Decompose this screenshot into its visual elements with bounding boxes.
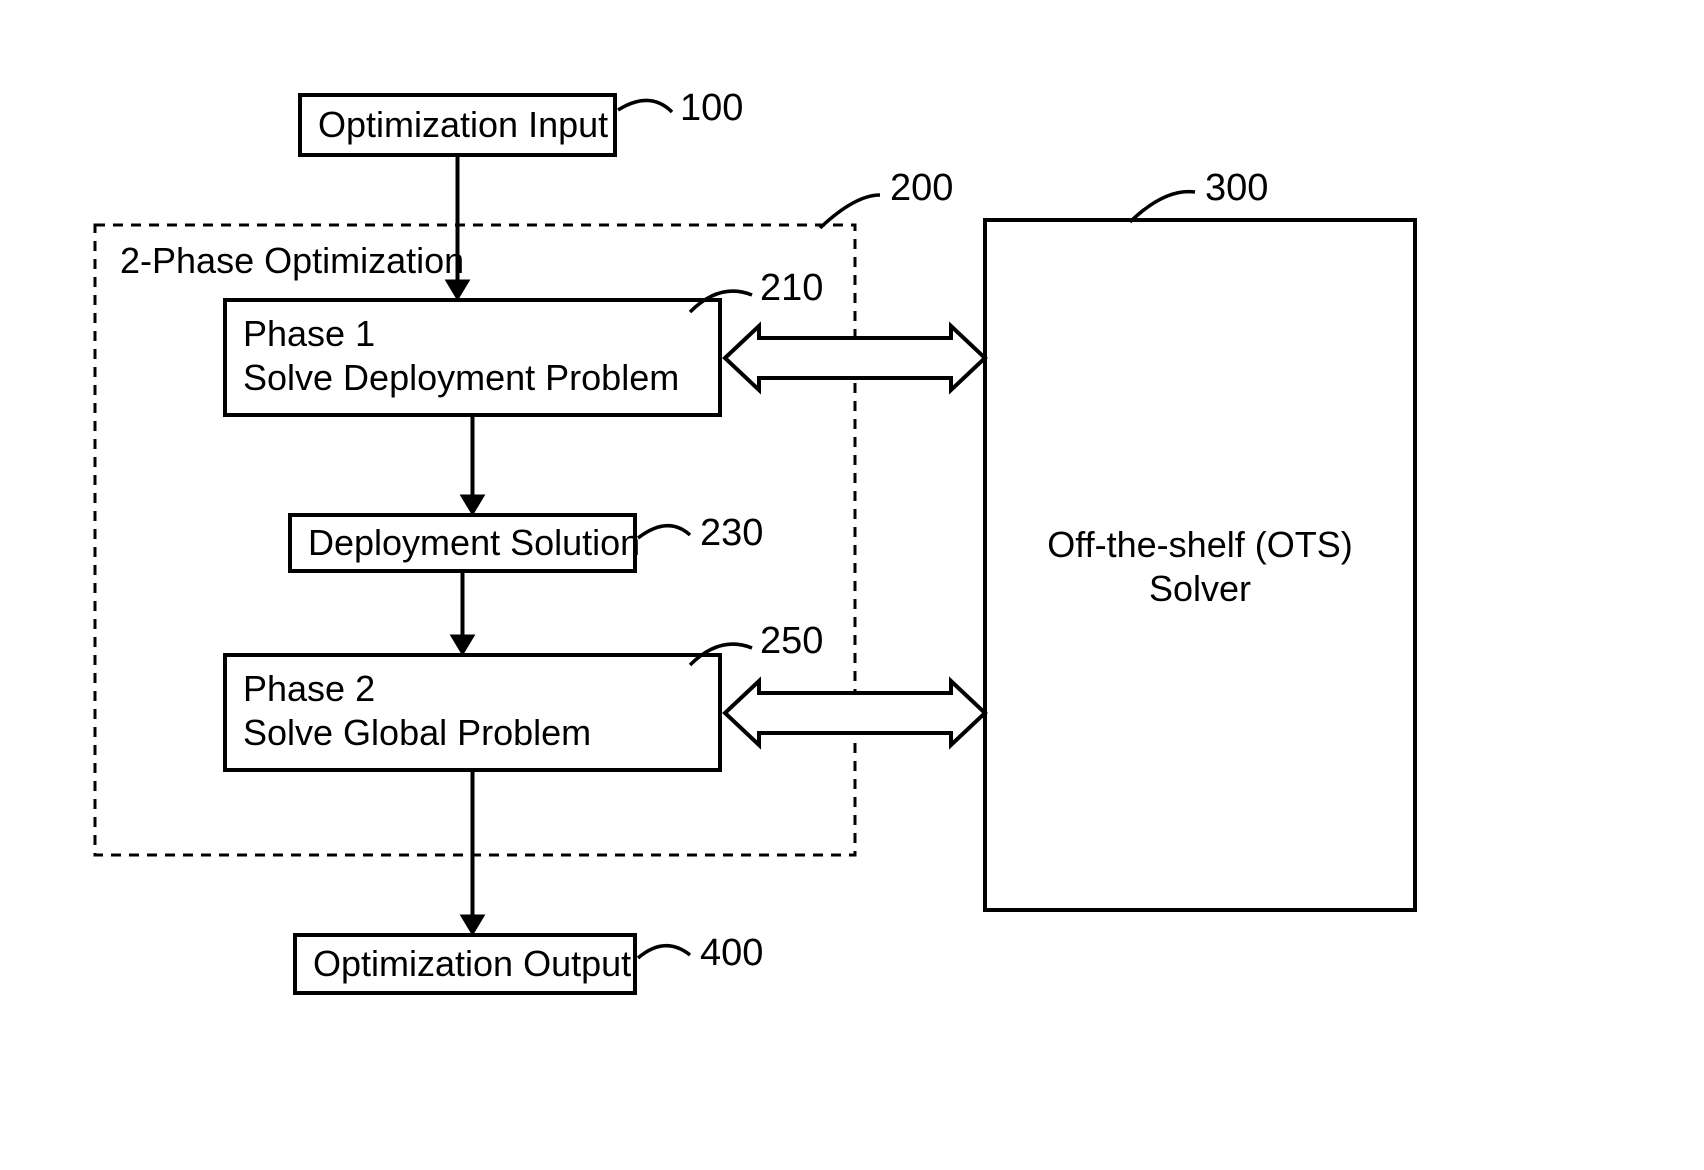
arrow-head-2 — [451, 635, 475, 655]
node-input-ref: 100 — [680, 87, 743, 129]
node-phase1-ref: 210 — [760, 267, 823, 309]
container-ref: 200 — [890, 167, 953, 209]
node-deploy-ref: 230 — [700, 512, 763, 554]
node-input-label: Optimization Input — [318, 104, 608, 145]
arrow-head-0 — [446, 280, 470, 300]
arrow-head-1 — [461, 495, 485, 515]
node-output-label: Optimization Output — [313, 943, 631, 984]
solver-box — [985, 220, 1415, 910]
two-phase-title: 2-Phase Optimization — [120, 240, 464, 281]
node-deploy-leader — [638, 526, 690, 538]
solver-label-2: Solver — [1149, 568, 1251, 609]
arrow-head-3 — [461, 915, 485, 935]
node-input-leader — [618, 100, 672, 112]
container-leader — [820, 195, 880, 228]
node-phase2-label-1: Phase 2 — [243, 668, 375, 709]
node-deploy-label: Deployment Solution — [308, 522, 640, 563]
node-output-leader — [638, 946, 690, 958]
node-phase2-label-2: Solve Global Problem — [243, 712, 591, 753]
node-phase1-label-2: Solve Deployment Problem — [243, 357, 679, 398]
solver-leader — [1130, 192, 1195, 222]
solver-ref: 300 — [1205, 167, 1268, 209]
node-phase1-label-1: Phase 1 — [243, 313, 375, 354]
node-output-ref: 400 — [700, 932, 763, 974]
solver-label-1: Off-the-shelf (OTS) — [1047, 524, 1352, 565]
node-phase2-ref: 250 — [760, 620, 823, 662]
